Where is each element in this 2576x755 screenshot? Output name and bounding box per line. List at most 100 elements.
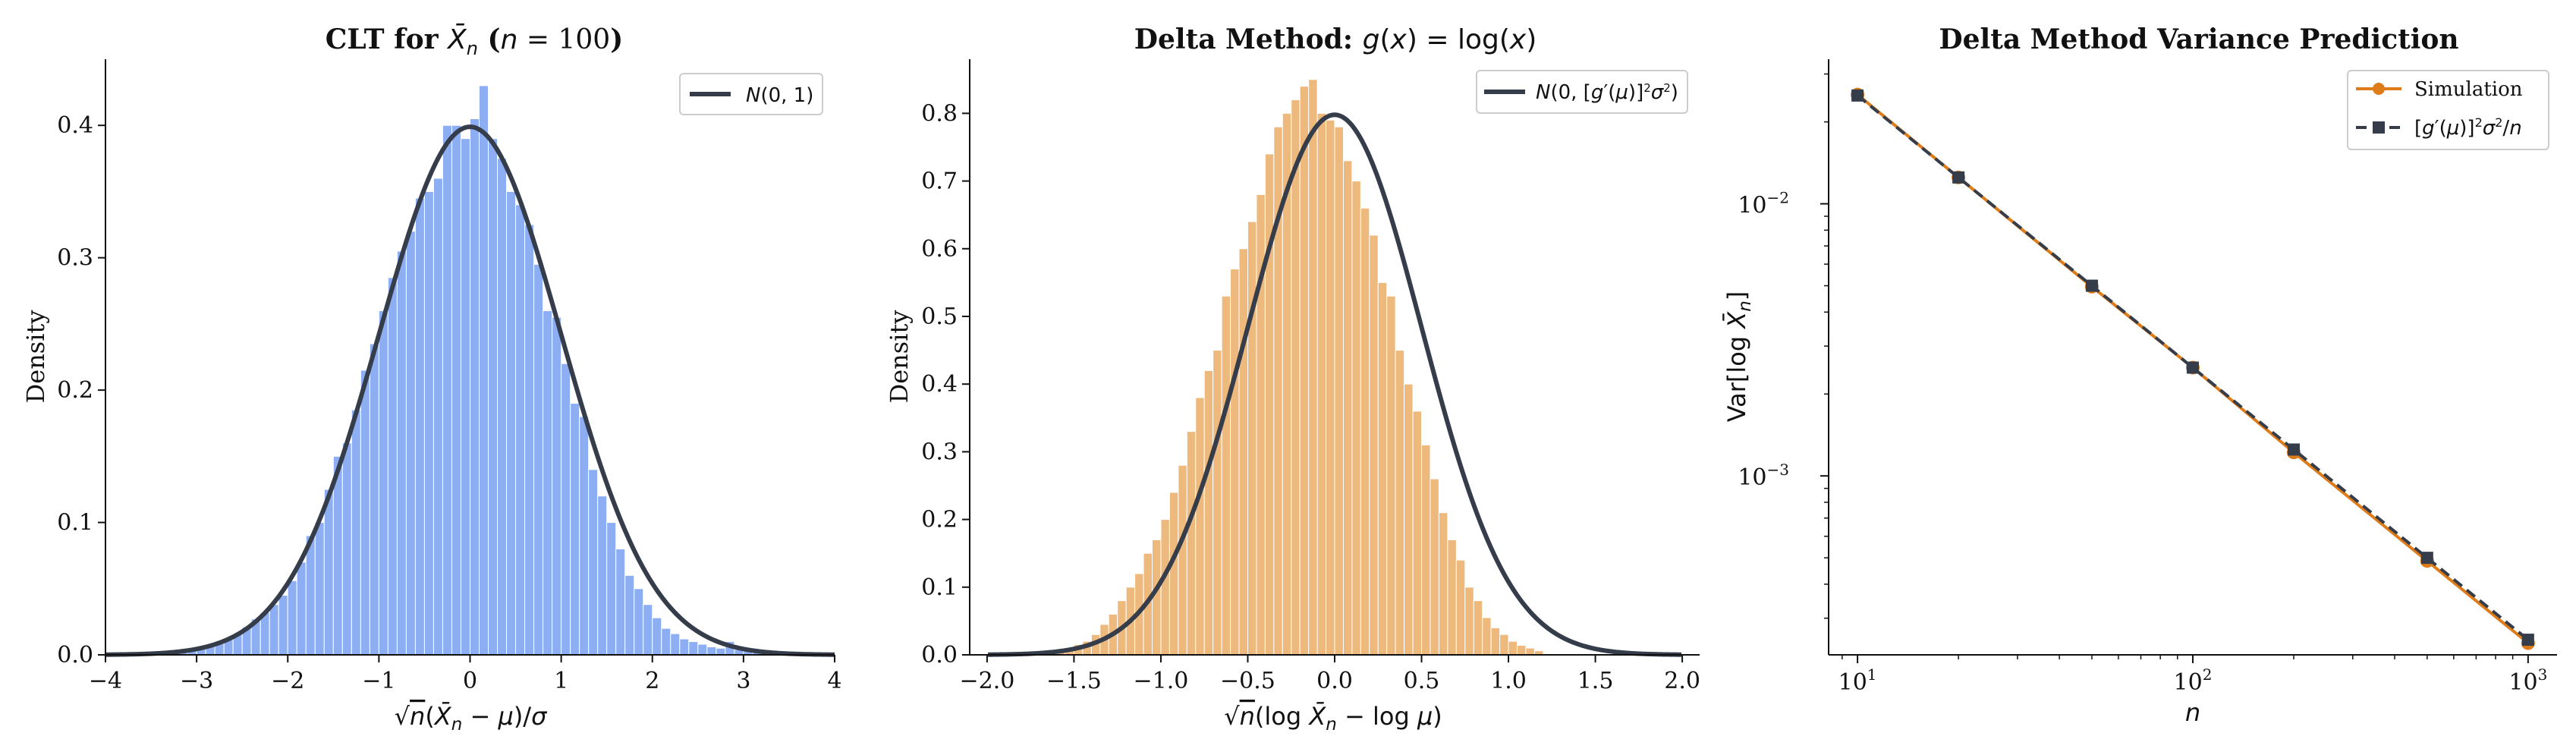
x-tick-label: 1 <box>554 668 568 694</box>
x-tick-label: 3 <box>736 668 750 694</box>
histogram-bar <box>314 522 325 656</box>
histogram-bar <box>1455 559 1466 656</box>
legend-label-theory: [g′(μ)]2σ2/n <box>2414 115 2522 140</box>
data-point-theory <box>2085 279 2098 292</box>
histogram-bar <box>697 643 708 656</box>
histogram-bar <box>360 370 370 656</box>
histogram-bar <box>652 617 662 656</box>
x-ticks: −2.0 −1.5 −1.0 −0.5 0.0 0.5 1.0 1.5 2.0 <box>959 655 1700 694</box>
histogram-bar <box>1230 269 1240 656</box>
histogram-bar <box>488 138 499 656</box>
y-axis-label: Density <box>21 310 50 404</box>
x-tick-label: 4 <box>827 668 841 694</box>
histogram-bar <box>1326 119 1335 656</box>
panel-clt: CLT for X̄n (n = 100) −4 −3 −2 −1 0 1 2 3 4 0.00… <box>21 23 842 735</box>
histogram-bar <box>643 604 653 656</box>
histogram-bar <box>706 646 717 656</box>
histogram-bar <box>1430 478 1439 656</box>
histogram-bar <box>606 522 617 656</box>
legend-box <box>679 73 823 115</box>
panel-delta-method: Delta Method: g(x) = log(x) −2.0 −1.5 −1.0… <box>885 24 1700 735</box>
normal-pdf-curve <box>988 112 1681 657</box>
panel-clt-title: CLT for X̄n (n = 100) <box>326 23 623 59</box>
histogram-bar <box>451 124 461 656</box>
data-point-theory <box>2287 443 2300 456</box>
histogram-bar <box>615 548 626 656</box>
data-point-theory <box>1851 89 1864 102</box>
data-point-theory <box>2521 634 2534 646</box>
y-ticks: 0.0 0.1 0.2 0.3 0.4 0.5 0.6 0.7 0.8 <box>921 100 970 668</box>
histogram-bar <box>305 535 316 656</box>
histogram-bar <box>1369 234 1379 656</box>
histogram-bar <box>479 85 489 656</box>
x-ticks: −4 −3 −2 −1 0 1 2 3 4 <box>89 655 842 694</box>
histogram-bar <box>634 588 644 656</box>
x-tick-label: −2.0 <box>959 668 1014 694</box>
histogram-bar <box>1334 126 1344 656</box>
x-tick-label: 103 <box>2508 665 2547 696</box>
x-tick-label: 1.5 <box>1577 668 1614 694</box>
legend-label-normal: N(0, 1) <box>746 84 813 107</box>
histogram-bar <box>1473 600 1483 656</box>
histogram-bar <box>588 469 599 656</box>
series-group <box>1851 87 2535 650</box>
legend: N(0, [g′(μ)]2σ2) <box>1476 70 1688 114</box>
y-tick-label: 0.8 <box>921 100 958 127</box>
y-tick-label: 0.3 <box>921 439 958 465</box>
x-tick-label: 2.0 <box>1664 668 1700 694</box>
histogram-bar <box>1238 248 1248 656</box>
y-tick-label: 10−2 <box>1738 189 1789 219</box>
histogram-bar <box>1186 431 1197 656</box>
legend: Simulation [g′(μ)]2σ2/n <box>2347 70 2549 150</box>
legend-label-simulation: Simulation <box>2414 78 2523 101</box>
y-ticks: 0.0 0.1 0.2 0.3 0.4 <box>57 112 105 668</box>
histogram-bar <box>1195 397 1205 656</box>
y-tick-label: 0.3 <box>57 245 93 272</box>
x-tick-label: −0.5 <box>1220 668 1275 694</box>
histogram-bar <box>351 409 361 656</box>
histogram-bar <box>533 263 544 656</box>
histogram-bar <box>579 416 590 656</box>
histogram-bar <box>432 178 443 656</box>
histogram-bar <box>369 343 379 656</box>
histogram-bar <box>1178 464 1187 656</box>
histogram-bar <box>1299 86 1310 656</box>
histogram-bar <box>1351 181 1361 656</box>
histogram-bar <box>1316 112 1327 656</box>
histogram-bar <box>1386 295 1396 656</box>
histogram-bar <box>341 442 352 656</box>
histogram-bar <box>1421 444 1431 656</box>
histogram-bar <box>1482 617 1492 656</box>
panel-variance-title: Delta Method Variance Prediction <box>1939 24 2458 55</box>
histogram-bar <box>661 628 672 656</box>
histogram-bar <box>1404 383 1414 656</box>
histogram-bar <box>1438 512 1448 656</box>
legend-marker-theory <box>2373 121 2385 134</box>
legend-marker-simulation <box>2373 83 2385 95</box>
y-tick-label: 0.4 <box>921 371 958 398</box>
histogram-bar <box>1308 79 1318 656</box>
histogram-bar <box>1342 160 1353 656</box>
histogram-bar <box>543 310 553 656</box>
histogram-bar <box>1360 207 1370 656</box>
histogram-bar <box>296 562 307 656</box>
x-axis-label: n <box>2185 698 2200 727</box>
histogram-bar <box>423 190 434 656</box>
histogram-bar <box>1168 492 1179 656</box>
histogram-bar <box>524 224 535 656</box>
histogram-bar <box>515 204 526 656</box>
histogram-bar <box>1490 627 1501 656</box>
panel-variance-prediction: Delta Method Variance Prediction 101 102 1… <box>1722 24 2557 727</box>
x-axis-label: √n(X̄n − μ)/σ <box>395 701 548 735</box>
histogram-bar <box>688 641 699 656</box>
histogram-bar <box>1213 350 1222 656</box>
histogram-bar <box>396 250 407 656</box>
y-axis-label: Density <box>885 310 914 404</box>
histogram-bar <box>1247 221 1257 656</box>
x-tick-label: −1.5 <box>1046 668 1102 694</box>
histogram-bars <box>168 85 781 656</box>
histogram-bar <box>1508 640 1518 656</box>
histogram-bar <box>1203 370 1214 656</box>
data-point-theory <box>1952 171 1965 184</box>
